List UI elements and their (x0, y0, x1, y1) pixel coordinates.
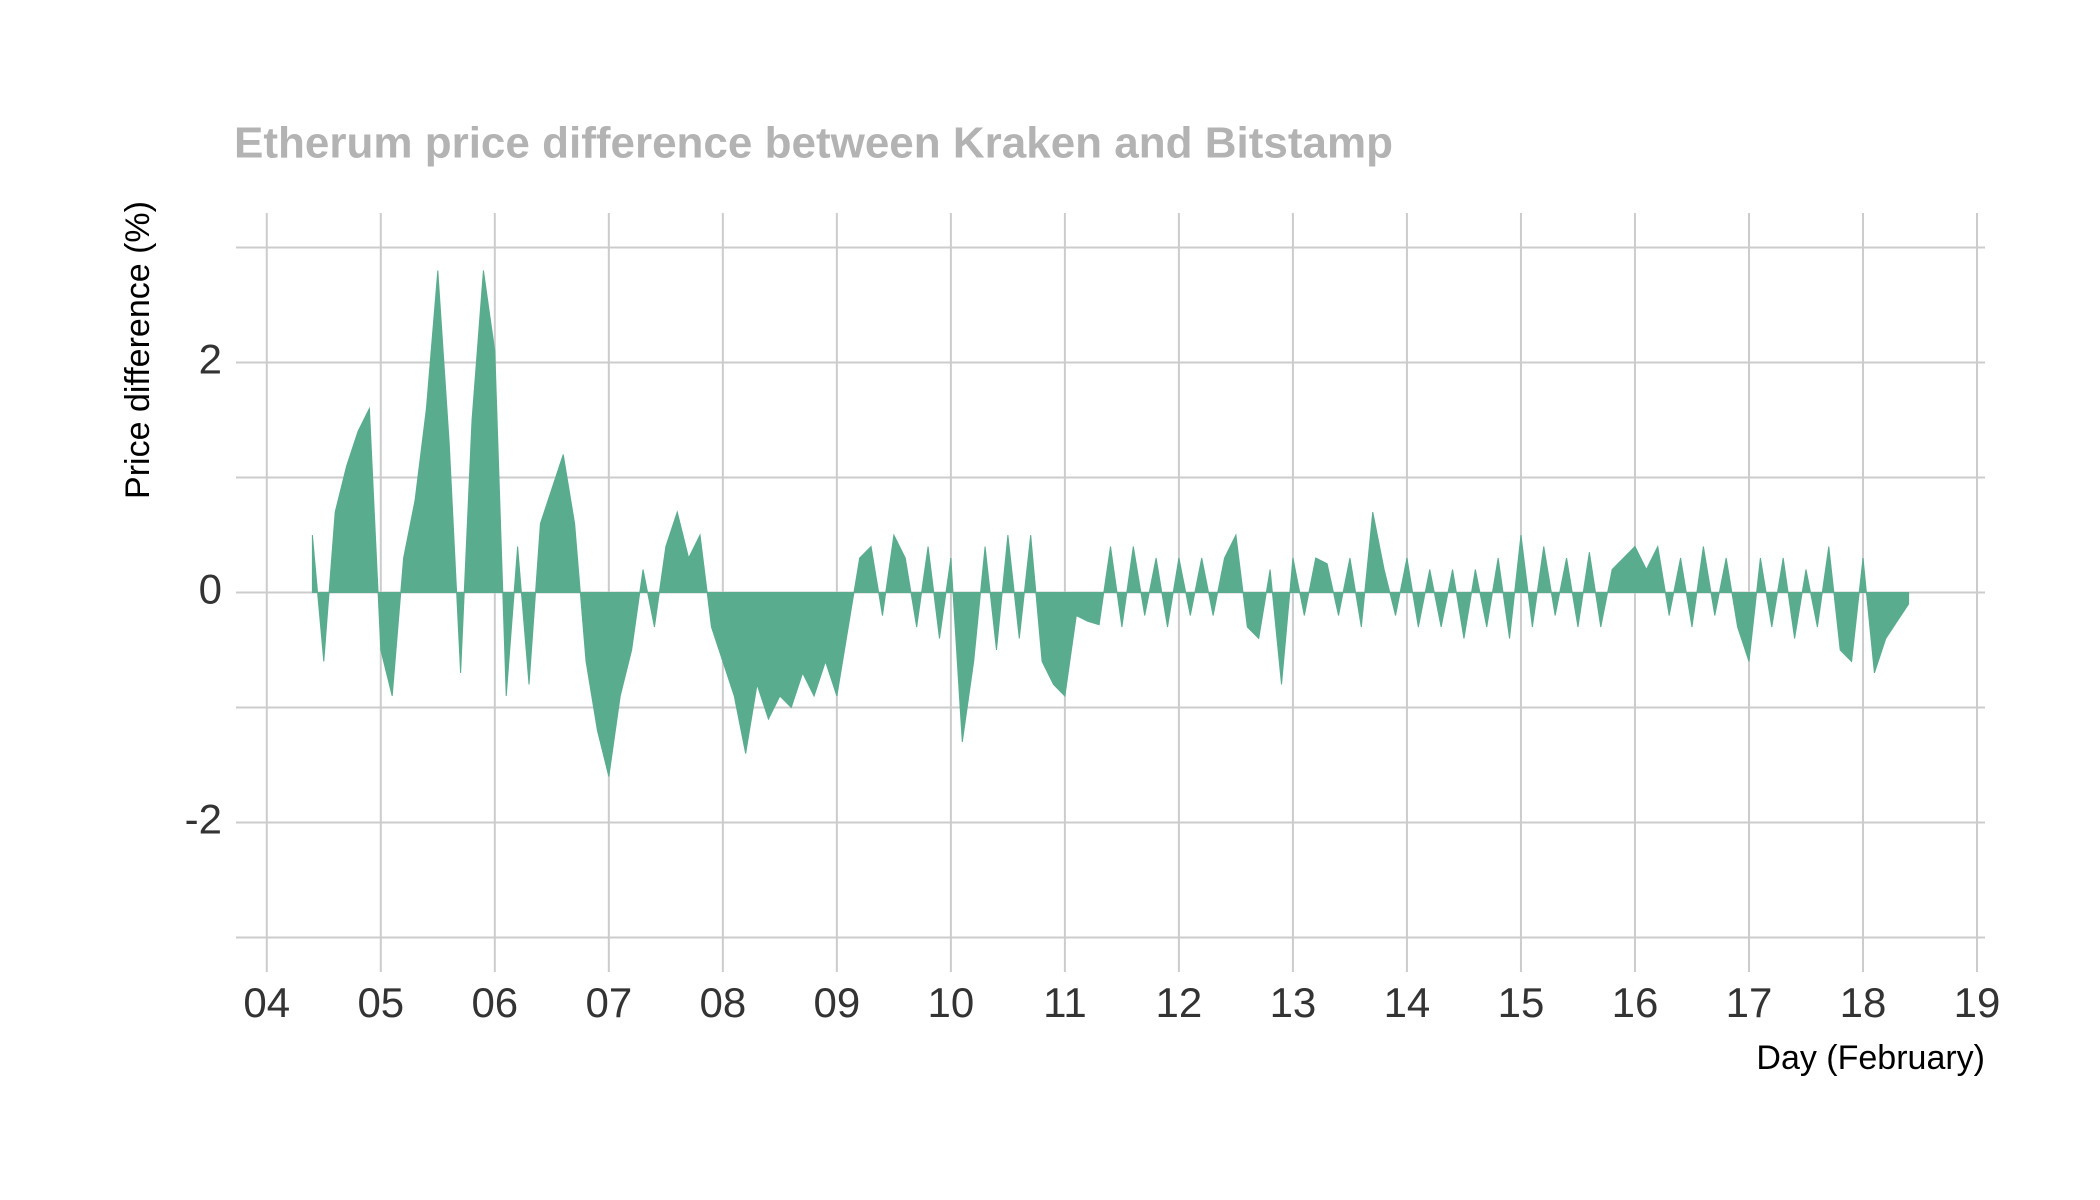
y-tick-label: 2 (199, 336, 222, 383)
x-tick-label: 12 (1156, 979, 1203, 1026)
x-tick-label: 04 (243, 979, 290, 1026)
x-tick-label: 16 (1612, 979, 1659, 1026)
x-axis-label: Day (February) (1756, 1039, 1985, 1077)
x-tick-label: 05 (357, 979, 404, 1026)
x-tick-label: 13 (1270, 979, 1317, 1026)
x-tick-label: 15 (1498, 979, 1545, 1026)
x-tick-label: 19 (1954, 979, 2001, 1026)
x-tick-label: 07 (585, 979, 632, 1026)
y-tick-label: 0 (199, 566, 222, 613)
x-tick-label: 10 (928, 979, 975, 1026)
chart-title: Etherum price difference between Kraken … (234, 119, 1393, 168)
x-tick-label: 18 (1840, 979, 1887, 1026)
x-tick-label: 17 (1726, 979, 1773, 1026)
x-tick-label: 14 (1384, 979, 1431, 1026)
y-tick-label: -2 (185, 796, 222, 843)
x-tick-label: 11 (1043, 979, 1087, 1026)
area (311, 270, 1910, 777)
x-tick-label: 09 (814, 979, 861, 1026)
x-tick-label: 06 (471, 979, 518, 1026)
y-axis-label: Price difference (%) (119, 201, 157, 499)
x-tick-label: 08 (699, 979, 746, 1026)
